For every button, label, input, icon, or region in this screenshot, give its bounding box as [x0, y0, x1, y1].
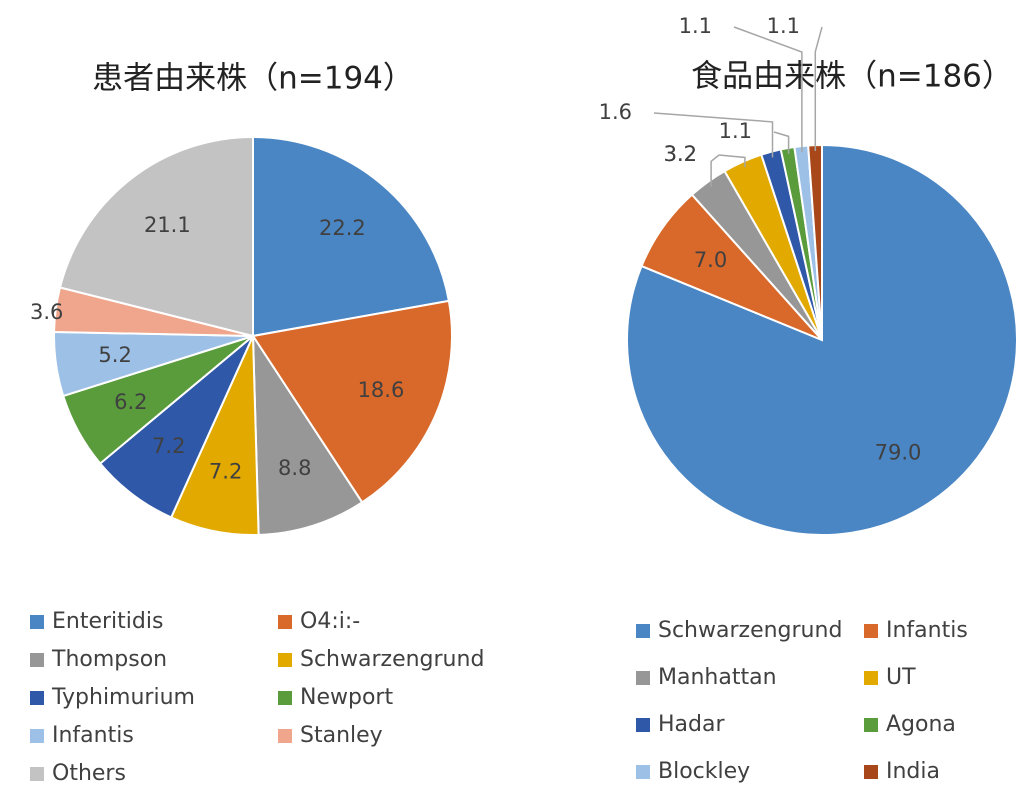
legend-swatch: [30, 653, 44, 667]
data-label: 1.6: [599, 100, 632, 124]
legend-swatch: [278, 729, 292, 743]
data-label: 5.2: [98, 343, 131, 367]
legend-swatch: [636, 671, 650, 685]
leader-line: [710, 154, 720, 187]
data-label: 3.6: [30, 300, 63, 324]
legend-label: UT: [886, 665, 916, 690]
data-label: 8.8: [278, 456, 311, 480]
legend-swatch: [30, 729, 44, 743]
legend-label: Others: [52, 761, 126, 786]
data-label: 3.2: [664, 142, 697, 166]
legend-swatch: [30, 691, 44, 705]
legend-label: Blockley: [658, 759, 750, 784]
legend-label: Hadar: [658, 712, 725, 737]
data-label: 6.2: [114, 390, 147, 414]
leader-line: [733, 26, 803, 152]
pie-slice: [251, 332, 364, 536]
data-label: 18.6: [358, 378, 405, 402]
legend-swatch: [30, 767, 44, 781]
legend-swatch: [864, 671, 878, 685]
data-label: 3.2: [664, 142, 697, 166]
leader-line: [653, 112, 774, 158]
legend-swatch: [636, 624, 650, 638]
leader-line: [773, 131, 790, 154]
legend-label: O4:i:-: [300, 609, 360, 634]
data-label: 21.1: [144, 213, 191, 237]
legend-label: Agona: [886, 712, 956, 737]
legend-swatch: [278, 653, 292, 667]
data-label: 1.1: [767, 14, 800, 38]
legend-swatch: [278, 691, 292, 705]
data-label: 7.2: [209, 460, 242, 484]
data-label: 7.2: [152, 434, 185, 458]
data-label: 7.0: [694, 248, 727, 272]
leader-line: [814, 26, 823, 151]
pie-slice: [251, 299, 453, 504]
legend-swatch: [30, 615, 44, 629]
legend-label: Typhimurium: [51, 685, 195, 710]
legend-swatch: [636, 718, 650, 732]
legend-label: Manhattan: [658, 665, 777, 690]
pie-slice: [58, 135, 254, 338]
legend-swatch: [864, 718, 878, 732]
chart-title: 患者由来株（n=194）: [92, 61, 414, 97]
legend-label: Stanley: [300, 723, 383, 748]
legend-label: Infantis: [52, 723, 134, 748]
legend-label: India: [886, 759, 940, 784]
pie-slice: [252, 135, 451, 338]
legend-label: Schwarzengrund: [658, 618, 842, 643]
legend-swatch: [636, 765, 650, 779]
data-label: 79.0: [875, 440, 922, 464]
legend-label: Infantis: [886, 618, 968, 643]
legend-swatch: [864, 624, 878, 638]
data-label: 1.1: [679, 14, 712, 38]
legend-label: Enteritidis: [52, 609, 163, 634]
legend-label: Schwarzengrund: [300, 647, 484, 672]
leader-line: [718, 154, 746, 168]
legend-label: Thompson: [51, 647, 167, 672]
chart-title: 食品由来株（n=186）: [691, 59, 1013, 95]
legend-swatch: [278, 615, 292, 629]
legend-swatch: [864, 765, 878, 779]
legend-label: Newport: [300, 685, 393, 710]
data-label: 22.2: [319, 216, 366, 240]
data-label: 1.1: [719, 119, 752, 143]
